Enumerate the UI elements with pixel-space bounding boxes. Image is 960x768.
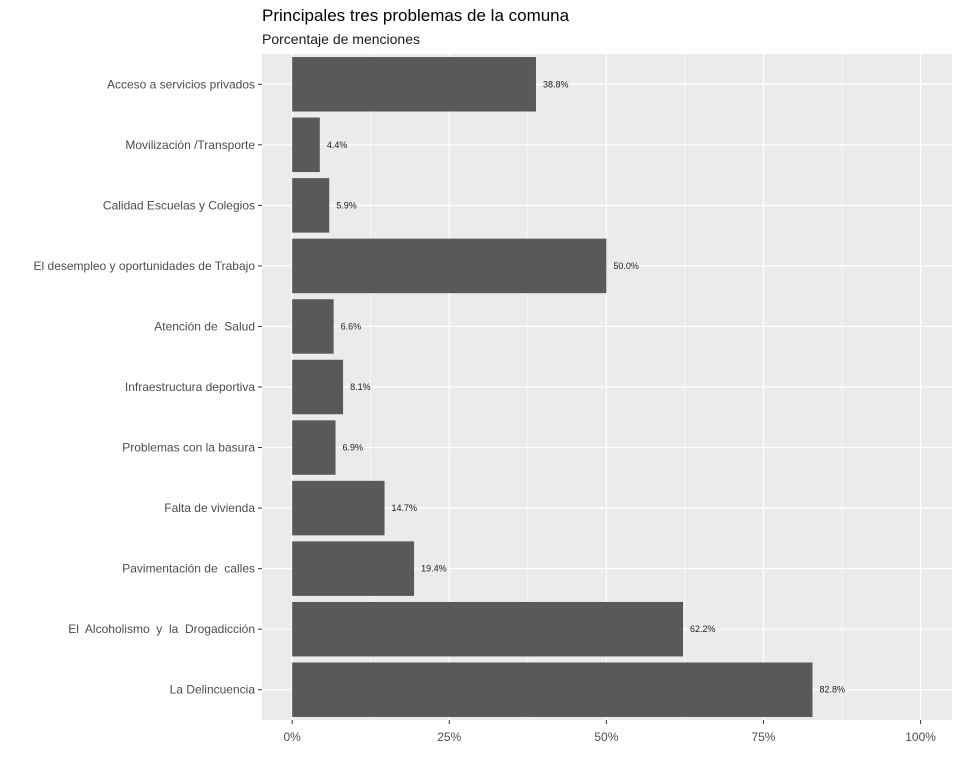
x-axis: 0% 25% 50% 75% 100%	[283, 720, 936, 744]
bars	[292, 57, 813, 717]
y-tick-label: Atención de Salud	[154, 319, 255, 333]
x-tick-label: 75%	[751, 730, 775, 744]
data-label: 62.2%	[690, 624, 716, 634]
data-label: 50.0%	[613, 261, 639, 271]
y-tick-label: Pavimentación de calles	[122, 562, 255, 576]
bar	[292, 480, 385, 536]
y-tick-label: Movilización /Transporte	[125, 138, 255, 152]
y-tick-label: El Alcoholismo y la Drogadicción	[68, 622, 255, 636]
data-labels: 38.8% 4.4% 5.9% 50.0% 6.6% 8.1% 6.9% 14.7% 19.4%…	[327, 79, 845, 694]
y-tick-label: Falta de vivienda	[164, 501, 255, 515]
y-tick-label: Calidad Escuelas y Colegios	[103, 198, 255, 212]
data-label: 6.9%	[343, 443, 364, 453]
x-tick-label: 100%	[905, 730, 936, 744]
bar	[292, 541, 415, 596]
y-tick-label: Problemas con la basura	[122, 441, 255, 455]
data-label: 14.7%	[392, 503, 418, 513]
x-tick-label: 0%	[283, 730, 301, 744]
chart-title: Principales tres problemas de la comuna	[262, 6, 570, 25]
data-label: 6.6%	[341, 321, 362, 331]
bar	[292, 359, 344, 415]
data-label: 19.4%	[421, 564, 447, 574]
bar	[292, 178, 330, 233]
data-label: 8.1%	[350, 382, 371, 392]
data-label: 82.8%	[819, 685, 845, 695]
data-label: 4.4%	[327, 140, 348, 150]
bar	[292, 299, 334, 354]
bar	[292, 662, 813, 717]
bar	[292, 57, 536, 112]
y-tick-label: Infraestructura deportiva	[125, 380, 255, 394]
bar	[292, 117, 320, 173]
bar	[292, 601, 684, 657]
x-tick-label: 25%	[437, 730, 461, 744]
y-tick-label: Acceso a servicios privados	[107, 77, 255, 91]
bar	[292, 420, 336, 475]
x-tick-label: 50%	[594, 730, 618, 744]
y-tick-label: El desempleo y oportunidades de Trabajo	[34, 259, 256, 273]
data-label: 5.9%	[336, 200, 357, 210]
data-label: 38.8%	[543, 79, 569, 89]
y-tick-label: La Delincuencia	[170, 683, 256, 697]
bar	[292, 238, 607, 294]
y-axis: Acceso a servicios privados Movilización …	[34, 77, 262, 697]
chart-subtitle: Porcentaje de menciones	[262, 31, 420, 47]
